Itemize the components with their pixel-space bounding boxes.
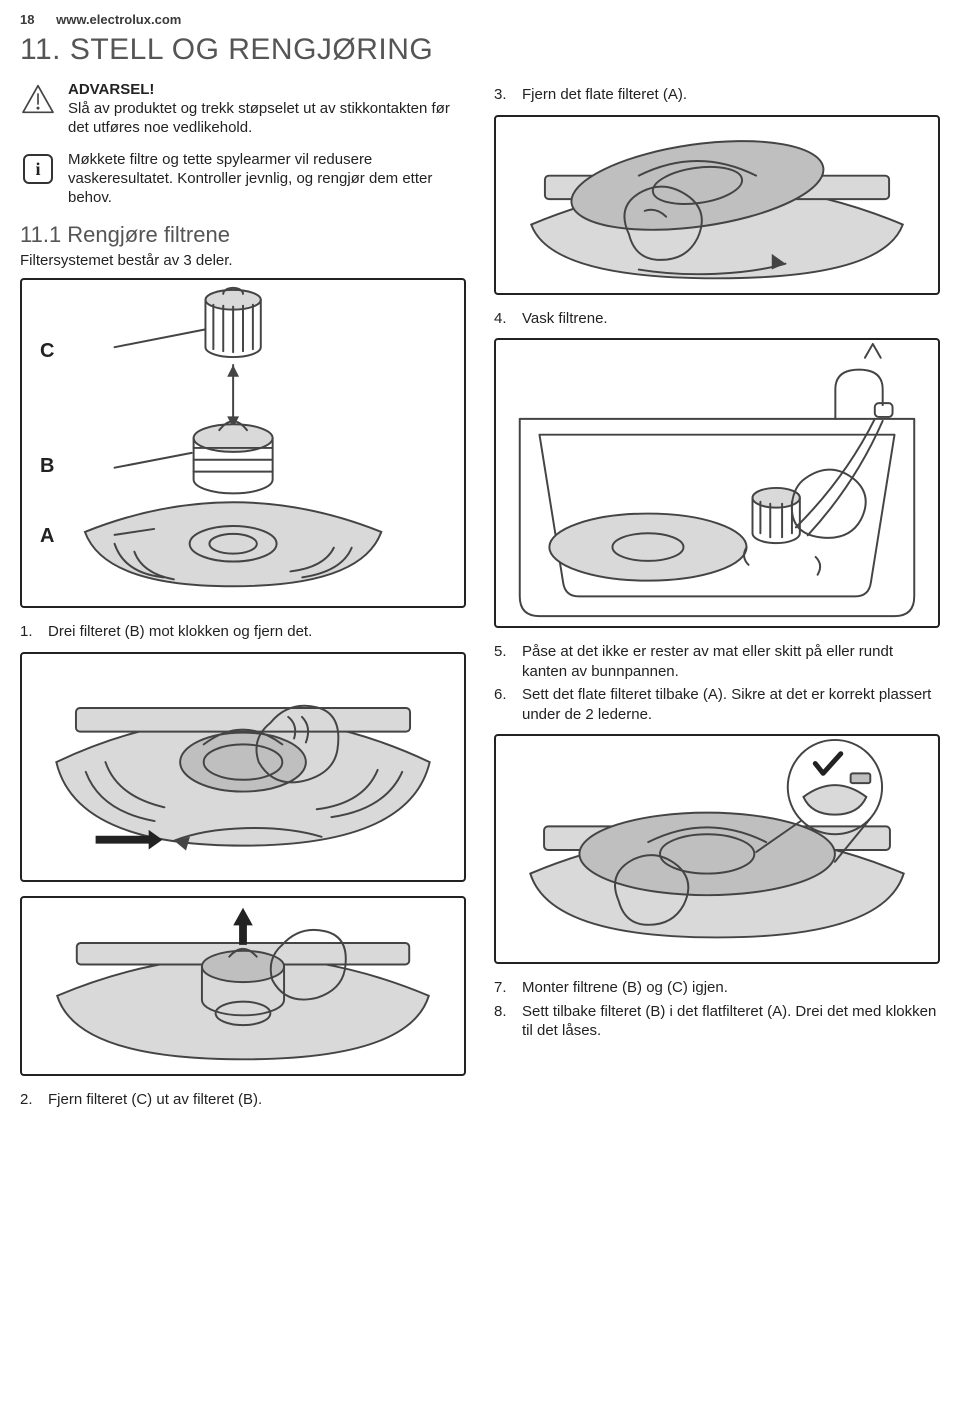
figure-filter-parts: C B A bbox=[20, 278, 466, 608]
left-column: ADVARSEL! Slå av produktet og trekk støp… bbox=[20, 81, 466, 1119]
page-header: 18 www.electrolux.com bbox=[20, 12, 940, 27]
header-url: www.electrolux.com bbox=[56, 12, 181, 27]
label-a: A bbox=[40, 525, 54, 548]
left-steps-1: 1. Drei filteret (B) mot klokken og fjer… bbox=[20, 622, 466, 642]
figure-reinstall-flat-filter bbox=[494, 734, 940, 964]
figure-remove-flat-filter bbox=[494, 115, 940, 295]
right-steps-c: 7. Monter filtrene (B) og (C) igjen. 8. … bbox=[494, 978, 940, 1041]
subsection-heading: 11.1 Rengjøre filtrene bbox=[20, 222, 466, 248]
label-c: C bbox=[40, 340, 54, 363]
info-notice: i Møkkete filtre og tette spylearmer vil… bbox=[20, 151, 466, 207]
warning-icon bbox=[20, 81, 56, 117]
step-5: 5. Påse at det ikke er rester av mat ell… bbox=[494, 642, 940, 681]
right-step-4: 4. Vask filtrene. bbox=[494, 309, 940, 329]
figure-wash-filters bbox=[494, 338, 940, 628]
warning-text: Slå av produktet og trekk støpselet ut a… bbox=[68, 100, 450, 136]
info-icon: i bbox=[20, 151, 56, 187]
step-6: 6. Sett det flate filteret tilbake (A). … bbox=[494, 685, 940, 724]
right-steps-a: 3. Fjern det flate filteret (A). bbox=[494, 85, 940, 105]
warning-notice: ADVARSEL! Slå av produktet og trekk støp… bbox=[20, 81, 466, 137]
page-number: 18 bbox=[20, 12, 34, 27]
right-column: 3. Fjern det flate filteret (A). bbox=[494, 81, 940, 1119]
figure-lift-filter bbox=[20, 896, 466, 1076]
step-8: 8. Sett tilbake filteret (B) i det flatf… bbox=[494, 1002, 940, 1041]
info-text: Møkkete filtre og tette spylearmer vil r… bbox=[68, 151, 466, 207]
right-steps-b: 5. Påse at det ikke er rester av mat ell… bbox=[494, 642, 940, 724]
step-3: 3. Fjern det flate filteret (A). bbox=[494, 85, 940, 105]
step-4: 4. Vask filtrene. bbox=[494, 309, 940, 329]
step-1: 1. Drei filteret (B) mot klokken og fjer… bbox=[20, 622, 466, 642]
subsection-intro: Filtersystemet består av 3 deler. bbox=[20, 252, 466, 271]
section-title: 11. STELL OG RENGJØRING bbox=[20, 33, 940, 67]
step-2: 2. Fjern filteret (C) ut av filteret (B)… bbox=[20, 1090, 466, 1110]
figure-rotate-filter bbox=[20, 652, 466, 882]
warning-body: ADVARSEL! Slå av produktet og trekk støp… bbox=[68, 81, 466, 137]
left-steps-2: 2. Fjern filteret (C) ut av filteret (B)… bbox=[20, 1090, 466, 1110]
label-b: B bbox=[40, 455, 54, 478]
step-7: 7. Monter filtrene (B) og (C) igjen. bbox=[494, 978, 940, 998]
warning-lead: ADVARSEL! bbox=[68, 81, 154, 98]
